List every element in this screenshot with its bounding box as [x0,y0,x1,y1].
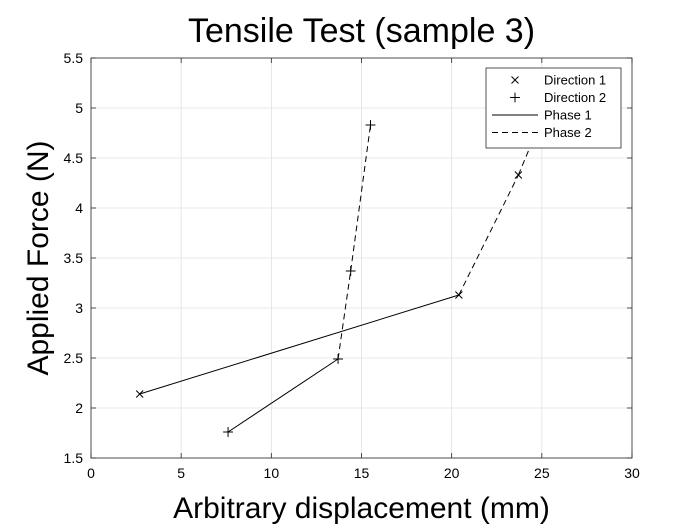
x-tick-label: 5 [177,465,185,481]
legend-marker-x [511,76,519,84]
series-1-point-marker [514,171,523,179]
chart-title: Tensile Test (sample 3) [188,12,535,50]
series-1-segment-phase-2 [458,174,519,296]
x-tick-label: 30 [624,465,640,481]
series-2-segment-phase-1 [227,358,339,433]
series-2-point-marker [345,266,356,276]
legend-marker-plus [510,92,520,103]
series-1-point-marker [135,390,144,398]
y-tick-label: 2.5 [64,350,84,366]
axis-ticks: 0 5 10 15 20 25 30 1.5 2 2.5 3 3.5 4 4.5 5 5.5 [64,50,640,481]
series-2-segment-phase-2 [350,124,372,272]
x-tick-label: 10 [264,465,280,481]
y-tick-label: 3.5 [64,250,84,266]
x-tick-label: 15 [354,465,370,481]
series-1-point-marker-stroke [135,390,144,398]
legend-entry-direction-1: Direction 1 [544,73,606,88]
series-1-point-marker [455,291,463,299]
x-tick-label: 0 [87,465,95,481]
y-tick-label: 4.5 [64,150,84,166]
x-tick-label: 25 [534,465,550,481]
y-tick-label: 3 [75,300,83,316]
series-1-segment-phase-1 [139,294,460,395]
legend-entry-phase-1: Phase 1 [544,108,592,123]
legend-marker-x-stroke [511,76,519,84]
y-tick-label: 4 [75,200,83,216]
y-axis-label: Applied Force (N) [22,140,55,375]
y-tick-label: 5 [75,100,83,116]
y-tick-label: 5.5 [64,50,84,66]
legend-entry-phase-2: Phase 2 [544,125,592,140]
legend: Direction 1 Direction 2 Phase 1 Phase 2 [485,67,622,149]
legend-key-direction-2 [510,92,520,103]
series-2-point-marker [365,120,376,130]
series-lines [139,122,541,433]
legend-box [485,67,622,149]
legend-key-direction-1 [511,76,519,84]
series-2-point-marker [333,354,343,364]
y-tick-label: 2 [75,400,83,416]
legend-entry-direction-2: Direction 2 [544,90,606,105]
series-1-point-marker-stroke [455,291,463,299]
x-tick-label: 20 [444,465,460,481]
series-2-segment-phase-2 [337,270,352,360]
y-tick-label: 1.5 [64,450,84,466]
series-1-point-marker-stroke [514,171,523,179]
series-2-point-marker [223,427,233,437]
x-axis-label: Arbitrary displacement (mm) [173,492,550,525]
